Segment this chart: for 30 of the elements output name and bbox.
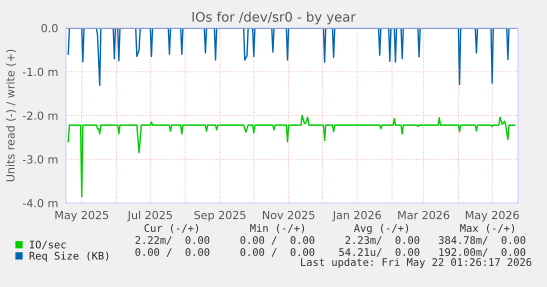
- text: 2.23m/ 0.00: [346, 236, 420, 245]
- y-tick-label: -1.0 m: [22, 68, 58, 76]
- text: Last update: Fri May 22 01:26:17 2026: [301, 258, 532, 268]
- text: 0.00 / 0.00: [240, 248, 314, 257]
- text: 384.78m/ 0.00: [438, 236, 526, 245]
- x-tick-label: May 2025: [55, 210, 108, 222]
- legend-label: IO/sec: [30, 240, 66, 250]
- text: 54.21u/ 0.00: [339, 248, 420, 257]
- text: 2.22m/ 0.00: [136, 236, 210, 245]
- text: 0.00 / 0.00: [135, 248, 210, 257]
- text: 0.00 / 0.00: [240, 236, 314, 245]
- x-tick-label: Jan 2026: [332, 210, 381, 222]
- chart-title: IOs for /dev/sr0 - by year: [192, 12, 356, 24]
- text: Min (-/+): [250, 224, 304, 234]
- legend-label: Req Size (KB): [30, 252, 108, 262]
- text: Cur (-/+): [144, 224, 198, 234]
- x-tick-label: May 2026: [466, 210, 519, 222]
- y-axis-title: Units read (-) / write (+): [6, 50, 16, 182]
- text: Avg (-/+): [354, 224, 408, 234]
- x-tick-label: Sep 2025: [194, 210, 246, 222]
- y-tick-label: -3.0 m: [22, 155, 58, 164]
- y-tick-label: 0.0: [41, 24, 58, 32]
- y-tick-label: -4.0 m: [22, 198, 58, 208]
- text: Max (-/+): [460, 224, 514, 234]
- y-tick-label: -2.0 m: [22, 111, 58, 120]
- x-tick-label: Mar 2026: [398, 210, 450, 220]
- x-tick-label: Jul 2025: [127, 210, 172, 222]
- text: 192.00m/ 0.00: [439, 248, 526, 257]
- x-tick-label: Nov 2025: [262, 210, 314, 220]
- line-series: [68, 114, 516, 198]
